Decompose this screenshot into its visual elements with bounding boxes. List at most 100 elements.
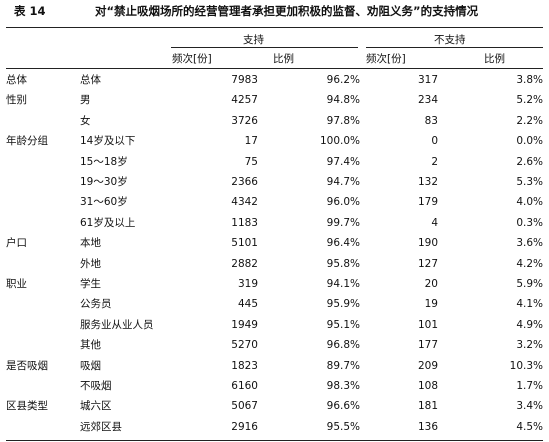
row-item: 61岁及以上 bbox=[80, 216, 136, 229]
row-group bbox=[6, 418, 76, 436]
support-freq: 5270 bbox=[231, 339, 258, 352]
not-support-freq: 177 bbox=[417, 339, 438, 352]
row-item: 城六区 bbox=[80, 400, 112, 413]
row-item: 外地 bbox=[80, 257, 101, 270]
support-ratio: 94.1% bbox=[326, 278, 360, 290]
not-support-freq: 108 bbox=[417, 380, 438, 392]
not-support-freq: 136 bbox=[417, 420, 438, 433]
not-support-freq: 83 bbox=[424, 114, 438, 127]
row-group bbox=[6, 173, 76, 191]
support-table: 支持 不支持 频次[份] 比例 频次[份] 比例 总体 总体 7983 96.2% 31… bbox=[6, 27, 543, 442]
support-freq: 1949 bbox=[231, 318, 258, 331]
not-support-ratio: 4.1% bbox=[516, 298, 543, 311]
row-item: 31～60岁 bbox=[80, 196, 128, 209]
header-not-support-freq: 频次[份] bbox=[366, 53, 406, 65]
row-group bbox=[6, 316, 76, 334]
row-group bbox=[6, 214, 76, 232]
support-freq: 3726 bbox=[231, 114, 258, 127]
support-freq: 2366 bbox=[231, 176, 258, 188]
not-support-ratio: 3.6% bbox=[516, 237, 543, 250]
bottom-rule bbox=[6, 440, 543, 441]
not-support-freq: 127 bbox=[417, 257, 438, 270]
row-group: 职业 bbox=[6, 278, 27, 290]
support-freq: 2882 bbox=[231, 257, 258, 270]
support-ratio: 98.3% bbox=[326, 380, 360, 392]
row-item: 其他 bbox=[80, 339, 101, 352]
not-support-ratio: 5.3% bbox=[516, 176, 543, 188]
not-support-underline bbox=[366, 47, 543, 48]
support-ratio: 99.7% bbox=[326, 216, 360, 229]
support-freq: 5067 bbox=[231, 400, 258, 413]
not-support-ratio: 4.2% bbox=[516, 257, 543, 270]
not-support-ratio: 2.6% bbox=[516, 155, 543, 168]
support-ratio: 95.9% bbox=[326, 298, 360, 311]
row-item: 服务业从业人员 bbox=[80, 318, 154, 331]
row-item: 女 bbox=[80, 114, 91, 127]
support-freq: 5101 bbox=[231, 237, 258, 250]
support-ratio: 97.8% bbox=[326, 114, 360, 127]
not-support-freq: 317 bbox=[417, 74, 438, 86]
support-freq: 1183 bbox=[231, 216, 258, 229]
support-ratio: 96.8% bbox=[326, 339, 360, 352]
not-support-ratio: 3.8% bbox=[516, 74, 543, 86]
row-item: 总体 bbox=[80, 74, 101, 86]
row-item: 19～30岁 bbox=[80, 176, 128, 188]
table-number: 表 14 bbox=[14, 4, 46, 18]
not-support-ratio: 2.2% bbox=[516, 114, 543, 127]
header-support-freq: 频次[份] bbox=[172, 53, 212, 65]
support-ratio: 94.7% bbox=[326, 176, 360, 188]
not-support-ratio: 10.3% bbox=[509, 359, 543, 372]
support-ratio: 96.0% bbox=[326, 196, 360, 209]
not-support-freq: 234 bbox=[417, 94, 438, 107]
not-support-ratio: 1.7% bbox=[516, 380, 543, 392]
row-group: 总体 bbox=[6, 74, 27, 86]
row-item: 远郊区县 bbox=[80, 420, 122, 433]
header-not-support: 不支持 bbox=[434, 34, 466, 46]
top-rule bbox=[6, 27, 543, 28]
row-group: 是否吸烟 bbox=[6, 359, 48, 372]
support-ratio: 97.4% bbox=[326, 155, 360, 168]
not-support-ratio: 5.2% bbox=[516, 94, 543, 107]
support-ratio: 96.6% bbox=[326, 400, 360, 413]
not-support-freq: 181 bbox=[417, 400, 438, 413]
support-freq: 2916 bbox=[231, 420, 258, 433]
not-support-freq: 132 bbox=[417, 176, 438, 188]
row-group: 年龄分组 bbox=[6, 135, 48, 148]
support-ratio: 96.2% bbox=[326, 74, 360, 86]
not-support-freq: 4 bbox=[431, 216, 438, 229]
not-support-freq: 101 bbox=[417, 318, 438, 331]
support-ratio: 89.7% bbox=[326, 359, 360, 372]
support-ratio: 95.8% bbox=[326, 257, 360, 270]
header-rule bbox=[6, 68, 543, 69]
row-group: 性别 bbox=[6, 94, 27, 107]
support-freq: 17 bbox=[244, 135, 258, 148]
support-ratio: 95.1% bbox=[326, 318, 360, 331]
row-group bbox=[6, 112, 76, 130]
table-caption: 表 14 对“禁止吸烟场所的经营管理者承担更加积极的监督、劝阻义务”的支持情况 bbox=[0, 3, 549, 23]
support-freq: 4257 bbox=[231, 94, 258, 107]
row-group bbox=[6, 255, 76, 273]
not-support-ratio: 4.0% bbox=[516, 196, 543, 209]
not-support-freq: 19 bbox=[424, 298, 438, 311]
not-support-ratio: 3.2% bbox=[516, 339, 543, 352]
row-item: 男 bbox=[80, 94, 91, 107]
not-support-ratio: 0.0% bbox=[516, 135, 543, 148]
row-group bbox=[6, 295, 76, 313]
row-item: 吸烟 bbox=[80, 359, 101, 372]
support-underline bbox=[171, 47, 358, 48]
support-ratio: 100.0% bbox=[319, 135, 360, 148]
header-not-support-ratio: 比例 bbox=[484, 53, 505, 65]
not-support-ratio: 4.5% bbox=[516, 420, 543, 433]
not-support-ratio: 5.9% bbox=[516, 278, 543, 290]
not-support-freq: 190 bbox=[417, 237, 438, 250]
support-freq: 319 bbox=[237, 278, 258, 290]
row-group bbox=[6, 336, 76, 354]
row-group bbox=[6, 377, 76, 395]
support-freq: 6160 bbox=[231, 380, 258, 392]
row-group bbox=[6, 193, 76, 211]
row-group: 户口 bbox=[6, 237, 27, 250]
not-support-freq: 0 bbox=[431, 135, 438, 148]
not-support-ratio: 3.4% bbox=[516, 400, 543, 413]
support-freq: 1823 bbox=[231, 359, 258, 372]
row-item: 本地 bbox=[80, 237, 101, 250]
